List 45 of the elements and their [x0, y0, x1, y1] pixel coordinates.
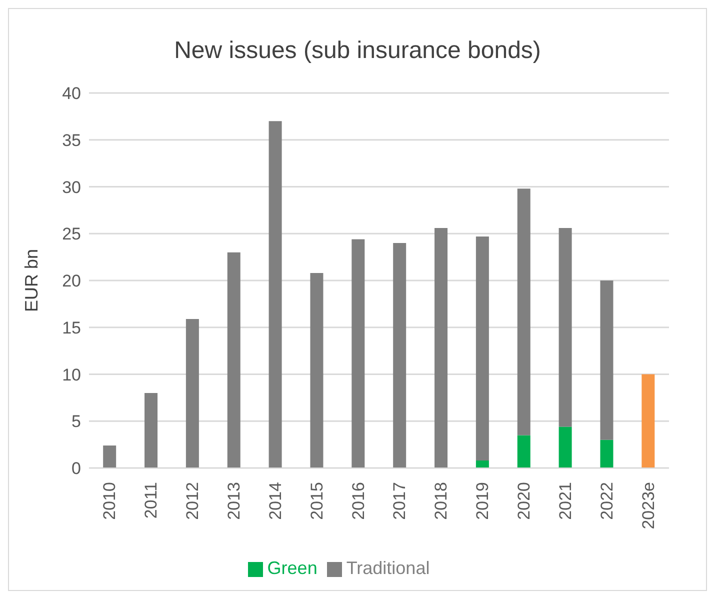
bar	[642, 374, 655, 468]
bar	[476, 460, 489, 468]
bar	[186, 318, 199, 468]
y-tick-label: 5	[72, 412, 81, 432]
legend-label: Green	[267, 558, 318, 578]
x-tick-label: 2022	[597, 482, 616, 520]
bar	[393, 243, 406, 468]
bar	[600, 280, 614, 440]
bar	[268, 121, 282, 468]
bar	[352, 239, 365, 468]
bar	[227, 252, 240, 468]
bar	[476, 236, 489, 460]
bar	[144, 393, 158, 468]
chart-title: New issues (sub insurance bonds)	[173, 37, 542, 65]
x-tick-label: 2014	[266, 482, 285, 520]
y-tick-label: 25	[62, 224, 81, 244]
bar	[517, 188, 530, 436]
x-tick-label: 2018	[432, 482, 451, 520]
y-tick-label: 10	[62, 365, 81, 384]
y-tick-label: 15	[62, 318, 81, 338]
bar	[517, 435, 530, 468]
legend-label: Traditional	[346, 558, 430, 578]
x-tick-label: 2012	[183, 482, 202, 520]
y-tick-label: 35	[62, 130, 81, 150]
y-tick-label: 20	[62, 272, 81, 291]
x-tick-label: 2017	[390, 482, 410, 520]
x-tick-label: 2020	[514, 482, 534, 520]
x-tick-label: 2023e	[638, 482, 658, 530]
x-tick-label: 2021	[556, 482, 575, 520]
x-tick-label: 2010	[100, 482, 120, 520]
bar	[103, 446, 116, 468]
bar	[558, 228, 572, 427]
y-tick-label: 30	[62, 178, 81, 197]
bar	[558, 426, 572, 468]
y-axis-title: EUR bn	[21, 248, 42, 312]
bar	[600, 440, 614, 468]
bar	[434, 228, 448, 468]
x-tick-label: 2016	[348, 482, 368, 520]
x-tick-label: 2011	[142, 482, 161, 519]
y-tick-label: 0	[72, 459, 81, 478]
y-tick-label: 40	[62, 84, 81, 104]
x-tick-label: 2013	[224, 482, 244, 520]
x-tick-label: 2015	[307, 482, 326, 520]
bar	[310, 273, 324, 468]
x-tick-label: 2019	[473, 482, 492, 520]
